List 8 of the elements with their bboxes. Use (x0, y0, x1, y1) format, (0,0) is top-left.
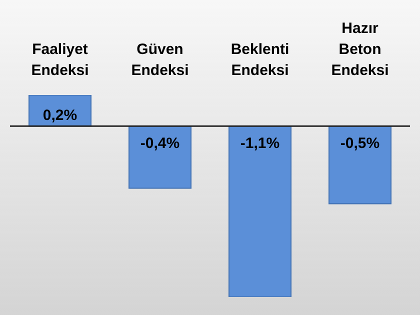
x-tick-label: Hazır Beton Endeksi (331, 20, 389, 79)
x-tick-label: Güven Endeksi (131, 41, 189, 79)
data-label: -0,5% (340, 135, 380, 152)
data-label: -0,4% (140, 135, 180, 152)
data-label: -1,1% (240, 135, 280, 152)
x-tick-label: Beklenti Endeksi (230, 41, 290, 79)
data-label: 0,2% (42, 107, 78, 124)
x-tick-label: Faaliyet Endeksi (31, 41, 89, 79)
